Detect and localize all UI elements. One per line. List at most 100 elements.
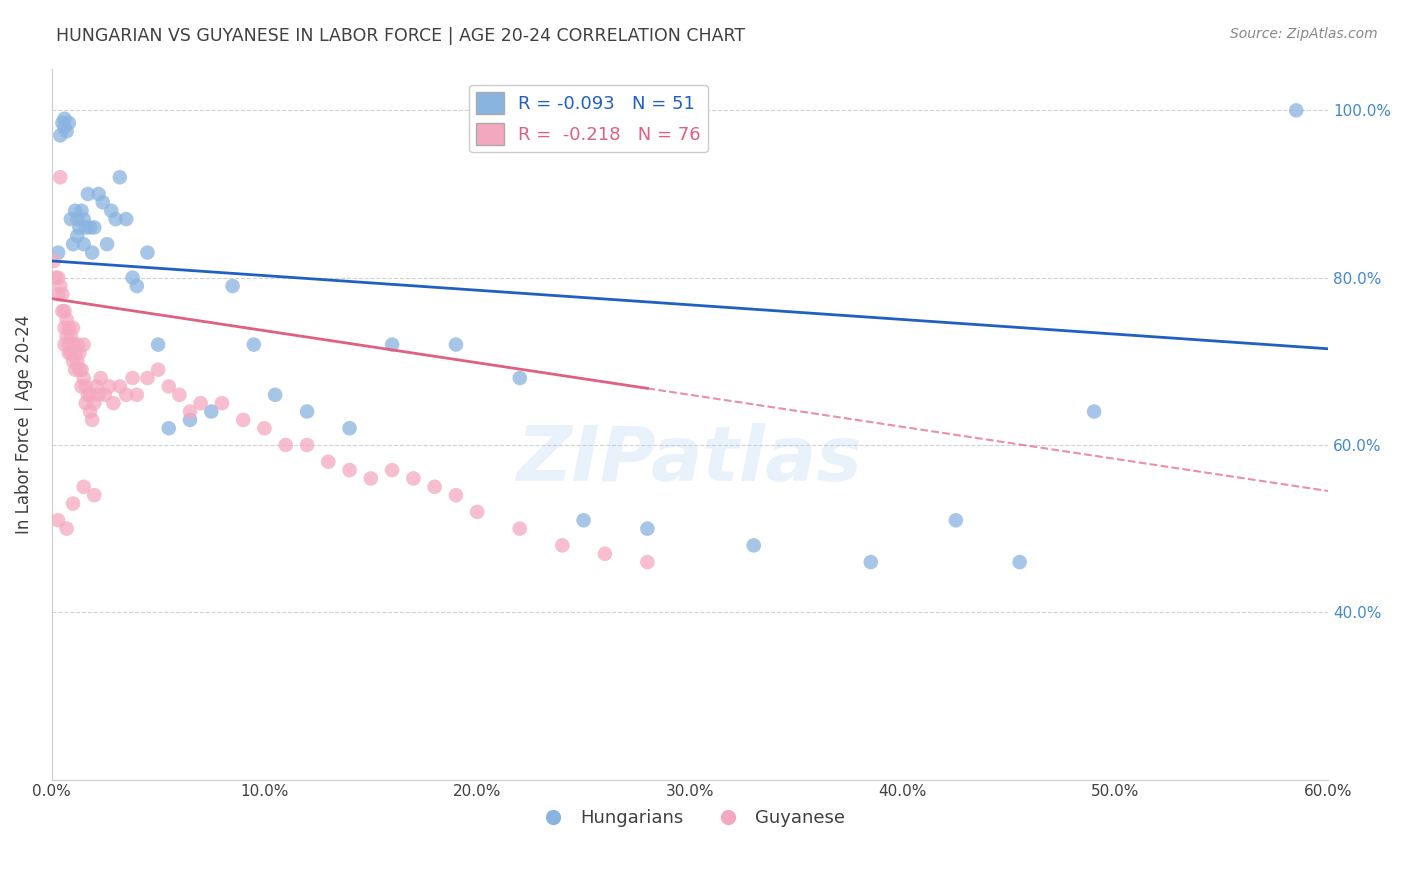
Point bbox=[103, 396, 125, 410]
Point bbox=[253, 421, 276, 435]
Point bbox=[190, 396, 212, 410]
Point bbox=[55, 312, 77, 326]
Point bbox=[742, 538, 765, 552]
Point bbox=[179, 413, 201, 427]
Point bbox=[82, 245, 104, 260]
Point bbox=[75, 220, 97, 235]
Point bbox=[73, 480, 96, 494]
Point bbox=[51, 287, 73, 301]
Point bbox=[87, 388, 110, 402]
Point bbox=[339, 463, 361, 477]
Point bbox=[104, 212, 127, 227]
Point bbox=[200, 404, 222, 418]
Point bbox=[79, 388, 101, 402]
Point bbox=[70, 203, 93, 218]
Point bbox=[73, 371, 96, 385]
Point bbox=[53, 321, 76, 335]
Point bbox=[636, 522, 658, 536]
Point bbox=[58, 346, 80, 360]
Point bbox=[77, 186, 100, 201]
Point bbox=[46, 270, 69, 285]
Point bbox=[360, 471, 382, 485]
Point bbox=[55, 124, 77, 138]
Point bbox=[55, 522, 77, 536]
Point bbox=[75, 396, 97, 410]
Point bbox=[79, 404, 101, 418]
Point bbox=[51, 116, 73, 130]
Point bbox=[509, 522, 531, 536]
Point bbox=[100, 203, 122, 218]
Point bbox=[96, 237, 118, 252]
Point bbox=[58, 337, 80, 351]
Point bbox=[572, 513, 595, 527]
Point bbox=[94, 388, 117, 402]
Point bbox=[82, 413, 104, 427]
Point bbox=[67, 346, 90, 360]
Point bbox=[115, 212, 138, 227]
Point bbox=[63, 346, 86, 360]
Point bbox=[62, 321, 84, 335]
Point bbox=[51, 304, 73, 318]
Point bbox=[58, 116, 80, 130]
Point bbox=[42, 254, 65, 268]
Point bbox=[53, 120, 76, 134]
Point bbox=[121, 270, 143, 285]
Point bbox=[53, 337, 76, 351]
Point bbox=[444, 488, 467, 502]
Point bbox=[295, 438, 318, 452]
Point bbox=[339, 421, 361, 435]
Point bbox=[232, 413, 254, 427]
Point bbox=[73, 212, 96, 227]
Point bbox=[86, 379, 108, 393]
Point bbox=[125, 279, 148, 293]
Point bbox=[70, 362, 93, 376]
Point bbox=[62, 337, 84, 351]
Point bbox=[157, 379, 180, 393]
Point bbox=[66, 337, 89, 351]
Point bbox=[221, 279, 243, 293]
Point bbox=[859, 555, 882, 569]
Point bbox=[509, 371, 531, 385]
Point bbox=[66, 354, 89, 368]
Point bbox=[46, 287, 69, 301]
Point bbox=[91, 195, 114, 210]
Point bbox=[1285, 103, 1308, 118]
Point bbox=[58, 321, 80, 335]
Point bbox=[444, 337, 467, 351]
Point bbox=[169, 388, 191, 402]
Point bbox=[115, 388, 138, 402]
Point bbox=[59, 346, 82, 360]
Point bbox=[125, 388, 148, 402]
Point bbox=[66, 212, 89, 227]
Point bbox=[62, 497, 84, 511]
Point bbox=[381, 337, 404, 351]
Point bbox=[59, 212, 82, 227]
Point bbox=[67, 220, 90, 235]
Point bbox=[83, 488, 105, 502]
Point bbox=[87, 186, 110, 201]
Point bbox=[46, 245, 69, 260]
Point bbox=[264, 388, 287, 402]
Point bbox=[45, 270, 67, 285]
Point bbox=[67, 362, 90, 376]
Point bbox=[1083, 404, 1105, 418]
Point bbox=[70, 379, 93, 393]
Point bbox=[146, 337, 169, 351]
Point bbox=[108, 170, 131, 185]
Point bbox=[274, 438, 297, 452]
Point bbox=[75, 379, 97, 393]
Point bbox=[295, 404, 318, 418]
Point bbox=[90, 371, 112, 385]
Point bbox=[49, 170, 72, 185]
Point bbox=[83, 396, 105, 410]
Point bbox=[53, 112, 76, 126]
Point bbox=[73, 337, 96, 351]
Point bbox=[83, 220, 105, 235]
Text: ZIPatlas: ZIPatlas bbox=[517, 423, 863, 497]
Point bbox=[146, 362, 169, 376]
Point bbox=[402, 471, 425, 485]
Point bbox=[59, 329, 82, 343]
Point bbox=[62, 354, 84, 368]
Text: Source: ZipAtlas.com: Source: ZipAtlas.com bbox=[1230, 27, 1378, 41]
Point bbox=[121, 371, 143, 385]
